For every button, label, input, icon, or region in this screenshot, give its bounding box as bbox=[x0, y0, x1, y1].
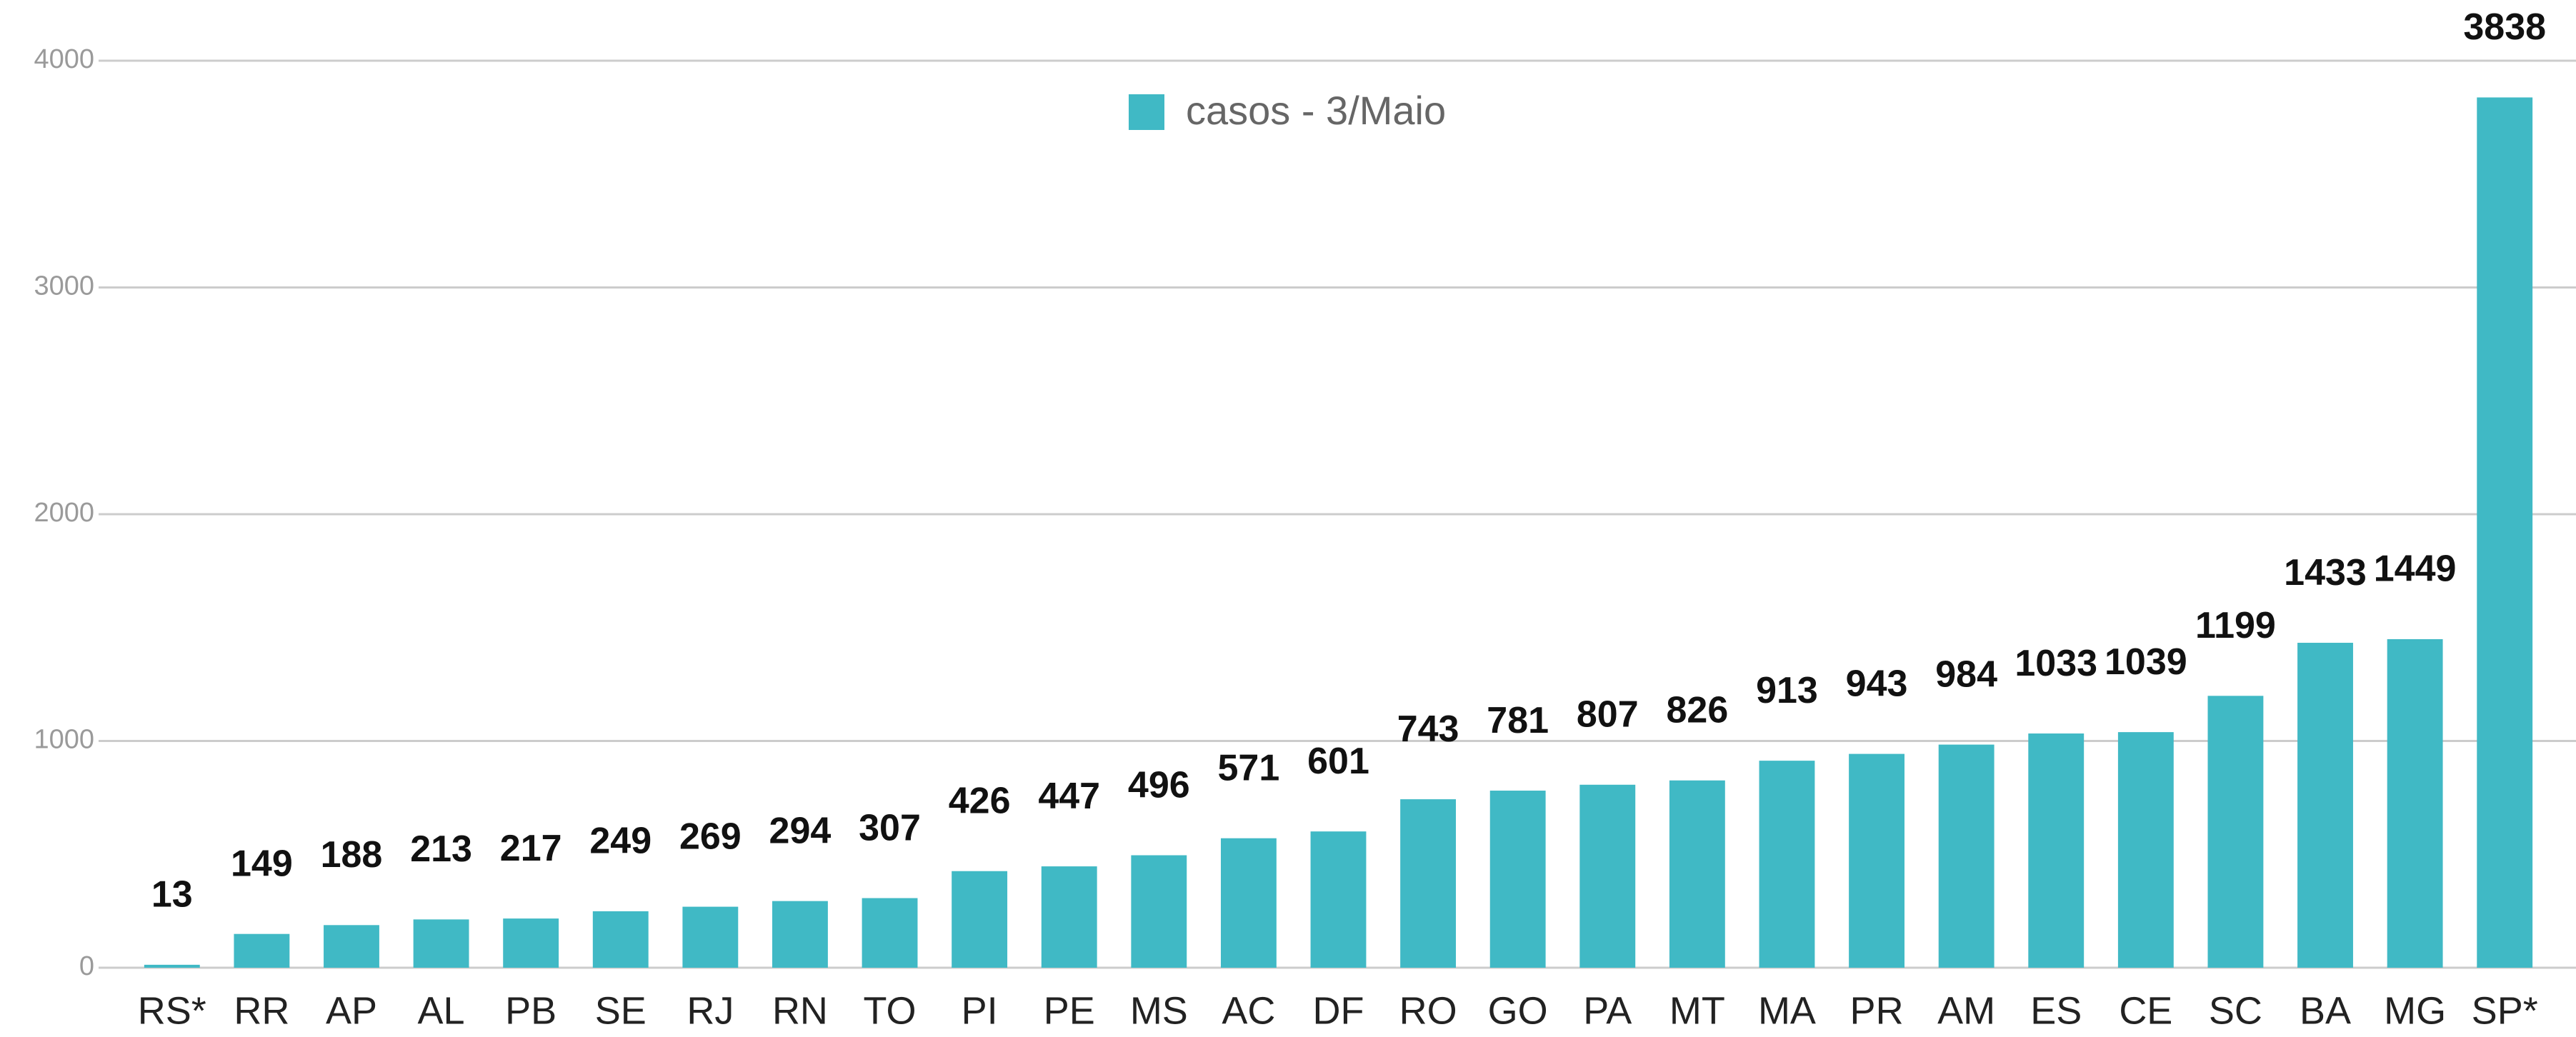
bar bbox=[862, 898, 918, 968]
bar bbox=[1310, 831, 1367, 968]
bar bbox=[1849, 753, 1904, 968]
data-label: 269 bbox=[679, 816, 742, 857]
x-tick-label: AL bbox=[418, 989, 465, 1032]
bar bbox=[2387, 638, 2443, 968]
y-tick-label: 2000 bbox=[34, 498, 94, 528]
x-tick-label: PR bbox=[1850, 989, 1904, 1032]
x-tick-label: TO bbox=[864, 989, 917, 1032]
x-tick-label: DF bbox=[1313, 989, 1364, 1032]
bar bbox=[2028, 733, 2085, 968]
data-label: 943 bbox=[1846, 663, 1908, 704]
x-tick-label: MS bbox=[1130, 989, 1188, 1032]
bar bbox=[1669, 780, 1725, 968]
bar bbox=[1489, 791, 1546, 968]
x-tick-label: RR bbox=[234, 989, 289, 1032]
data-label: 213 bbox=[410, 828, 472, 870]
x-tick-label: SE bbox=[595, 989, 647, 1032]
x-tick-label: PE bbox=[1044, 989, 1095, 1032]
x-tick-label: RO bbox=[1399, 989, 1457, 1032]
bar bbox=[1938, 744, 1995, 968]
data-label: 1433 bbox=[2284, 552, 2367, 593]
y-tick-label: 0 bbox=[79, 951, 94, 981]
bar bbox=[144, 964, 200, 968]
data-label: 743 bbox=[1397, 708, 1459, 750]
legend-swatch bbox=[1129, 94, 1164, 130]
data-label: 307 bbox=[859, 807, 921, 848]
data-label: 294 bbox=[769, 810, 832, 851]
y-tick-label: 3000 bbox=[34, 271, 94, 301]
data-label: 601 bbox=[1307, 741, 1369, 782]
bar bbox=[1220, 838, 1277, 968]
x-tick-label: BA bbox=[2300, 989, 2351, 1032]
legend-label: casos - 3/Maio bbox=[1186, 88, 1446, 133]
bar bbox=[592, 911, 649, 968]
bar bbox=[2297, 643, 2353, 968]
data-label: 149 bbox=[231, 843, 293, 884]
data-label: 913 bbox=[1756, 670, 1818, 711]
x-tick-label: AP bbox=[326, 989, 377, 1032]
x-tick-label: RJ bbox=[687, 989, 734, 1032]
bar bbox=[1400, 799, 1457, 968]
bar bbox=[772, 901, 828, 968]
bar bbox=[413, 919, 469, 968]
data-label: 249 bbox=[589, 821, 652, 862]
x-tick-label: PI bbox=[962, 989, 998, 1032]
y-tick-label: 1000 bbox=[34, 725, 94, 755]
data-label: 781 bbox=[1487, 700, 1549, 741]
bar bbox=[682, 906, 739, 968]
x-tick-label: RN bbox=[772, 989, 828, 1032]
x-tick-label: AC bbox=[1222, 989, 1275, 1032]
x-tick-label: ES bbox=[2030, 989, 2082, 1032]
data-label: 826 bbox=[1666, 689, 1728, 731]
data-label: 188 bbox=[321, 834, 383, 876]
bar bbox=[234, 933, 290, 968]
y-tick-label: 4000 bbox=[34, 44, 94, 74]
x-tick-label: AM bbox=[1937, 989, 1995, 1032]
data-label: 3838 bbox=[2463, 6, 2546, 48]
bar bbox=[324, 925, 379, 968]
data-label: 447 bbox=[1038, 776, 1100, 817]
x-tick-label: GO bbox=[1488, 989, 1548, 1032]
data-label: 1039 bbox=[2105, 641, 2187, 683]
x-tick-label: MT bbox=[1669, 989, 1725, 1032]
x-tick-label: RS* bbox=[138, 989, 206, 1032]
data-label: 217 bbox=[500, 828, 562, 869]
x-tick-label: PB bbox=[505, 989, 556, 1032]
bar bbox=[1131, 855, 1187, 968]
data-label: 571 bbox=[1218, 747, 1280, 788]
data-label: 807 bbox=[1577, 694, 1639, 736]
x-tick-label: SP* bbox=[2472, 989, 2538, 1032]
bar bbox=[1759, 761, 1815, 968]
data-label: 984 bbox=[1935, 653, 1997, 695]
data-label: 426 bbox=[949, 780, 1011, 821]
bar bbox=[1579, 784, 1636, 968]
data-label: 1033 bbox=[2015, 643, 2097, 684]
bar bbox=[503, 918, 559, 968]
data-label: 1449 bbox=[2374, 548, 2457, 590]
x-tick-label: CE bbox=[2119, 989, 2172, 1032]
x-tick-label: MA bbox=[1758, 989, 1816, 1032]
data-label: 13 bbox=[151, 874, 193, 916]
x-tick-label: MG bbox=[2384, 989, 2446, 1032]
bar bbox=[2117, 732, 2174, 968]
bar bbox=[1041, 866, 1097, 968]
bar bbox=[2207, 696, 2264, 968]
bar bbox=[952, 871, 1008, 968]
x-tick-label: PA bbox=[1583, 989, 1632, 1032]
x-tick-label: SC bbox=[2209, 989, 2262, 1032]
data-label: 496 bbox=[1128, 764, 1190, 806]
bar bbox=[2477, 97, 2533, 968]
data-label: 1199 bbox=[2195, 605, 2276, 646]
